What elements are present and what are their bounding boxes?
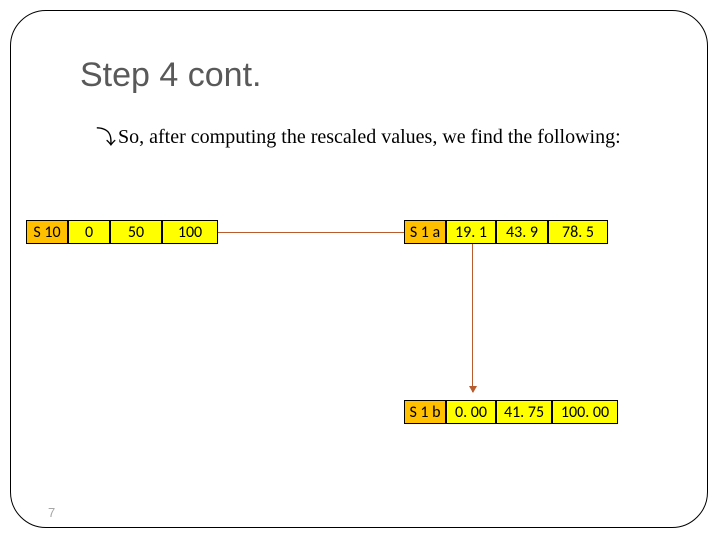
cell-s10-v2: 100 bbox=[162, 220, 218, 244]
cell-s1a-v2: 78. 5 bbox=[548, 220, 608, 244]
page-number: 7 bbox=[48, 505, 55, 520]
connector-arrow-down bbox=[472, 244, 473, 392]
cell-s1a-label: S 1 a bbox=[404, 220, 446, 244]
connector-horizontal bbox=[218, 232, 404, 233]
cell-s1a-v0: 19. 1 bbox=[446, 220, 496, 244]
cell-s1b-v2: 100. 00 bbox=[552, 400, 618, 424]
table-s1a: S 1 a 19. 1 43. 9 78. 5 bbox=[404, 220, 608, 244]
cell-s1b-v1: 41. 75 bbox=[496, 400, 552, 424]
cell-s1a-v1: 43. 9 bbox=[496, 220, 548, 244]
cell-s1b-v0: 0. 00 bbox=[446, 400, 496, 424]
cell-s10-v0: 0 bbox=[68, 220, 110, 244]
bullet-icon: ⤵ bbox=[96, 125, 116, 152]
table-s10: S 10 0 50 100 bbox=[26, 220, 218, 244]
cell-s10-v1: 50 bbox=[110, 220, 162, 244]
table-s1b: S 1 b 0. 00 41. 75 100. 00 bbox=[404, 400, 618, 424]
slide-title: Step 4 cont. bbox=[80, 56, 261, 95]
bullet-text: ⤵So, after computing the rescaled values… bbox=[96, 124, 656, 152]
bullet-content: So, after computing the rescaled values,… bbox=[118, 126, 621, 148]
cell-s1b-label: S 1 b bbox=[404, 400, 446, 424]
cell-s10-label: S 10 bbox=[26, 220, 68, 244]
